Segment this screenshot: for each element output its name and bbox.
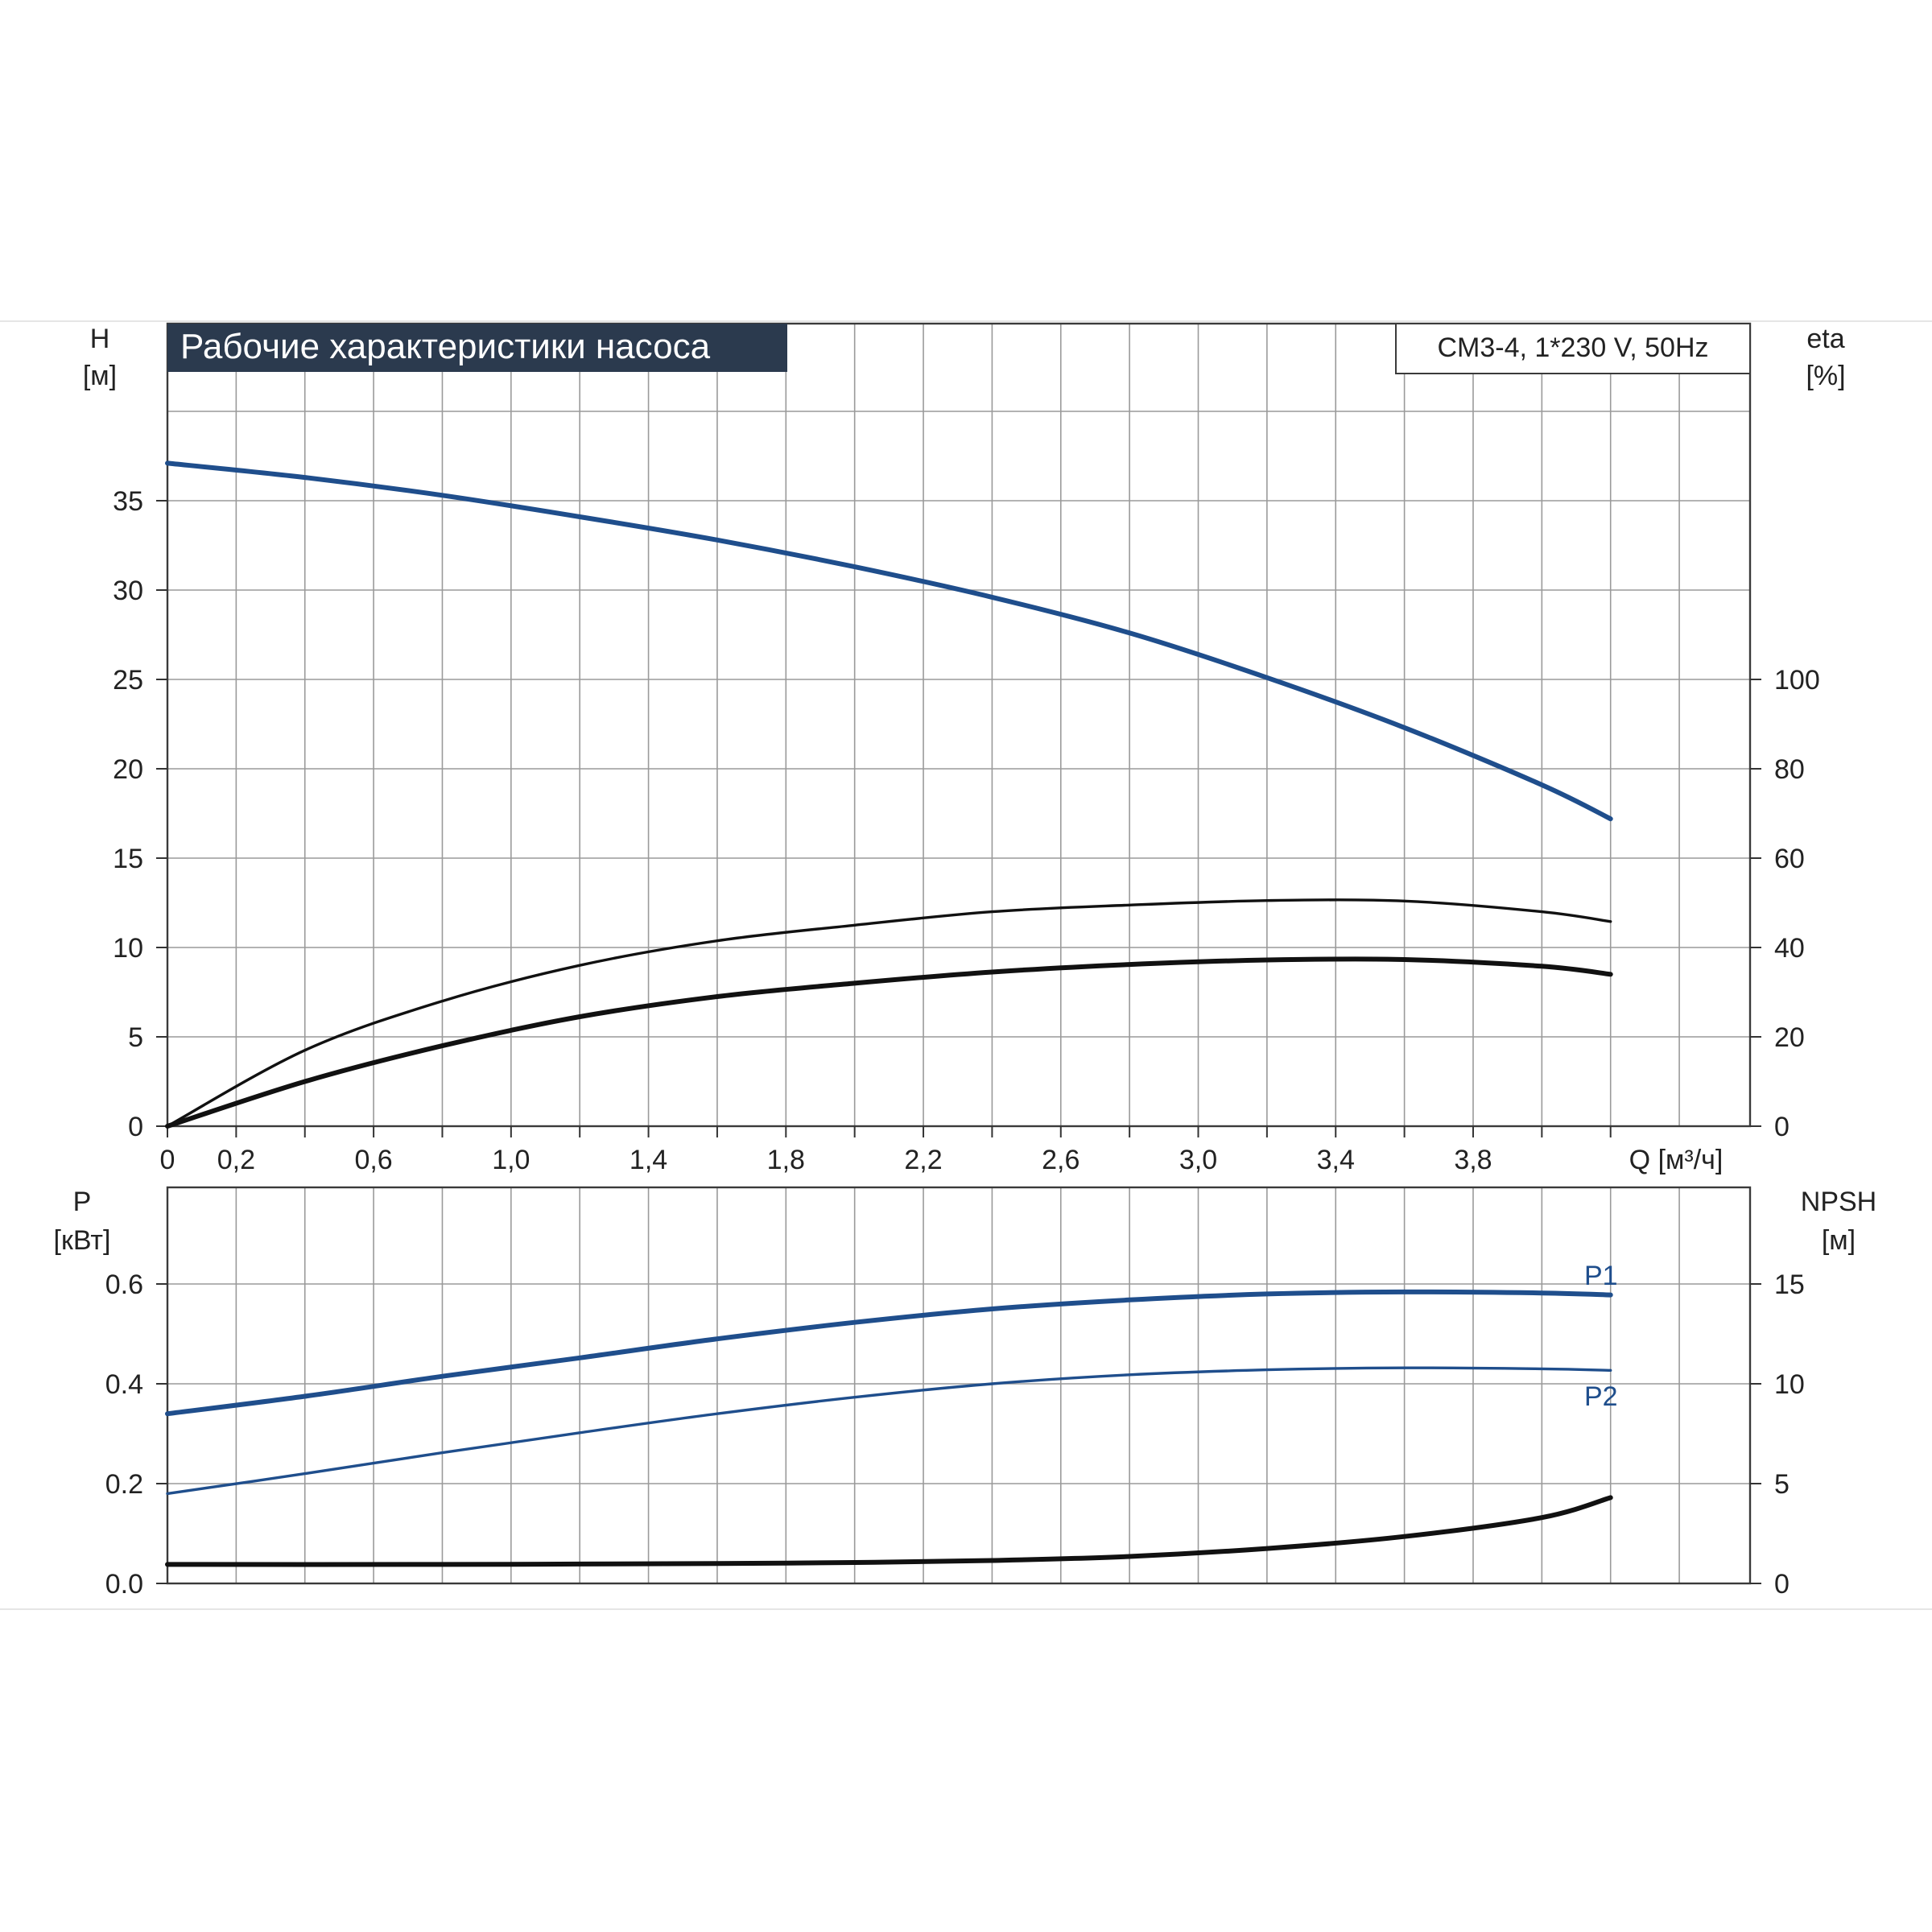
y-left-tick-label: 15 <box>113 844 143 874</box>
y-right-tick-label: 0 <box>1774 1112 1790 1142</box>
y-left-tick-label: 20 <box>113 754 143 785</box>
y-left-tick-label: 10 <box>113 933 143 964</box>
npsh-tick-label: 15 <box>1774 1269 1805 1300</box>
model-box <box>1395 323 1751 374</box>
h-axis-unit: [м] <box>83 361 117 391</box>
npsh-axis-label: NPSH <box>1801 1187 1876 1217</box>
npsh-axis-unit: [м] <box>1822 1225 1856 1256</box>
bottom-plot-frame <box>166 1186 1752 1585</box>
p2-series-label: P2 <box>1584 1381 1618 1412</box>
p-tick-label: 0.0 <box>105 1569 143 1600</box>
npsh-tick-label: 0 <box>1774 1569 1790 1600</box>
top-axis-ticks: 0 5 10 15 20 25 30 35 0 20 40 60 80 100 0 0,2 0,6 1,0 1,4 1… <box>113 486 1820 1175</box>
eta-total-curve <box>165 956 1613 1129</box>
y-right-tick-label: 60 <box>1774 844 1805 874</box>
npsh-curve <box>165 1495 1613 1567</box>
x-tick-label: 1,0 <box>492 1145 530 1175</box>
eta-curve <box>166 898 1612 1128</box>
p1-series-label: P1 <box>1584 1261 1618 1291</box>
y-left-tick-label: 0 <box>128 1112 143 1142</box>
x-tick-label: 0 <box>160 1145 175 1175</box>
q-axis-label: Q [м³/ч] <box>1629 1145 1724 1175</box>
npsh-tick-label: 5 <box>1774 1469 1790 1500</box>
y-right-tick-label: 20 <box>1774 1022 1805 1053</box>
y-right-tick-label: 80 <box>1774 754 1805 785</box>
x-tick-label: 1,4 <box>630 1145 667 1175</box>
title-background <box>167 324 787 372</box>
x-tick-label: 0,2 <box>217 1145 255 1175</box>
p1-curve <box>165 1289 1613 1417</box>
p2-curve <box>166 1366 1612 1496</box>
y-right-tick-label: 40 <box>1774 933 1805 964</box>
p-tick-label: 0.4 <box>105 1369 143 1400</box>
head-curve <box>165 460 1613 822</box>
x-tick-label: 0,6 <box>354 1145 392 1175</box>
p-tick-label: 0.6 <box>105 1269 143 1300</box>
p-axis-unit: [кВт] <box>54 1225 111 1256</box>
top-rule <box>0 320 1932 322</box>
chart-title: Рабочие характеристики насоса <box>180 327 711 366</box>
top-grid <box>167 324 1750 1126</box>
p-tick-label: 0.2 <box>105 1469 143 1500</box>
h-axis-label: H <box>90 324 110 354</box>
npsh-tick-label: 10 <box>1774 1369 1805 1400</box>
y-right-tick-label: 100 <box>1774 665 1820 696</box>
y-left-tick-label: 30 <box>113 576 143 606</box>
x-tick-label: 2,6 <box>1042 1145 1080 1175</box>
y-left-tick-label: 35 <box>113 486 143 517</box>
y-left-tick-label: 5 <box>128 1022 143 1053</box>
top-series-layer <box>165 460 1613 1129</box>
p-axis-label: P <box>73 1187 92 1217</box>
eta-axis-unit: [%] <box>1806 361 1845 391</box>
eta-axis-label: eta <box>1806 324 1844 354</box>
x-tick-label: 3,0 <box>1179 1145 1217 1175</box>
bottom-series-layer <box>165 1289 1613 1567</box>
x-tick-label: 1,8 <box>767 1145 805 1175</box>
x-tick-label: 3,8 <box>1454 1145 1492 1175</box>
x-tick-label: 3,4 <box>1317 1145 1355 1175</box>
bottom-axis-ticks: 0.0 0.2 0.4 0.6 0 5 10 15 <box>105 1269 1805 1600</box>
y-left-tick-label: 25 <box>113 665 143 696</box>
model-label: CM3-4, 1*230 V, 50Hz <box>1437 332 1708 363</box>
top-plot-frame <box>166 322 1752 1128</box>
bottom-rule <box>0 1608 1932 1610</box>
x-tick-label: 2,2 <box>904 1145 942 1175</box>
